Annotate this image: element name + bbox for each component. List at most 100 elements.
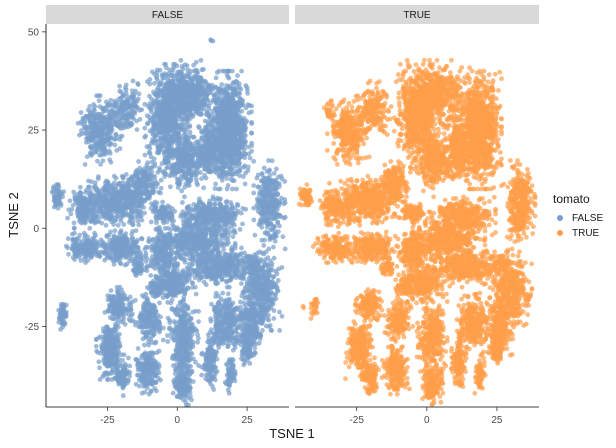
data-point — [216, 123, 222, 128]
data-point — [151, 113, 157, 118]
data-point — [148, 219, 154, 225]
data-point — [157, 115, 163, 120]
data-point — [205, 139, 211, 145]
data-point — [88, 121, 94, 127]
data-point — [125, 99, 131, 105]
data-point — [268, 182, 274, 188]
data-point — [190, 155, 195, 160]
data-point — [171, 149, 176, 154]
data-point — [104, 178, 109, 184]
data-point — [106, 241, 112, 247]
data-point — [278, 214, 284, 220]
data-point — [233, 137, 239, 142]
facet-strip-true — [295, 5, 539, 24]
data-point — [69, 231, 75, 237]
data-point — [180, 152, 186, 157]
data-point — [119, 121, 125, 127]
data-point — [128, 208, 134, 214]
data-point — [104, 141, 110, 147]
data-point — [68, 211, 74, 217]
data-point — [154, 200, 160, 206]
data-point — [223, 151, 228, 157]
data-point — [194, 67, 199, 73]
data-point — [150, 129, 155, 135]
data-point — [99, 143, 104, 149]
data-point — [276, 174, 281, 180]
data-point — [105, 253, 111, 259]
data-point — [262, 217, 267, 223]
data-point — [134, 98, 140, 104]
data-point — [164, 99, 170, 105]
data-point — [193, 140, 199, 146]
data-point — [156, 138, 162, 144]
data-point — [195, 101, 201, 107]
data-point — [241, 121, 246, 126]
data-point — [234, 164, 239, 169]
data-point — [210, 155, 216, 161]
data-point — [134, 127, 140, 132]
data-point — [196, 124, 202, 129]
data-point — [172, 61, 178, 67]
data-point — [177, 140, 183, 145]
data-point — [114, 197, 120, 203]
data-point — [217, 186, 223, 192]
data-point — [158, 177, 164, 183]
data-point — [266, 222, 271, 228]
data-point — [124, 106, 130, 111]
data-point — [266, 158, 271, 163]
data-point — [104, 234, 110, 239]
data-point — [162, 116, 168, 122]
data-point — [154, 180, 159, 186]
data-point — [143, 133, 149, 139]
data-point — [158, 185, 164, 191]
data-point — [103, 222, 109, 228]
data-point — [194, 89, 200, 94]
data-point — [113, 115, 119, 120]
data-point — [142, 197, 148, 203]
data-point — [162, 61, 167, 67]
data-point — [194, 161, 200, 166]
data-point — [212, 186, 218, 191]
data-point — [159, 110, 165, 116]
data-point — [80, 206, 86, 212]
data-point — [220, 68, 226, 74]
data-point — [267, 206, 273, 212]
data-point — [251, 205, 257, 211]
data-point — [251, 190, 257, 196]
data-point — [131, 178, 137, 184]
data-point — [178, 71, 184, 76]
data-point — [92, 180, 98, 186]
data-point — [282, 214, 288, 220]
data-point — [274, 204, 280, 210]
data-point — [270, 215, 275, 221]
data-point — [69, 246, 75, 252]
data-point — [209, 118, 214, 124]
data-point — [55, 182, 61, 188]
data-point — [263, 185, 269, 191]
data-point — [71, 225, 77, 231]
data-point — [132, 214, 138, 220]
data-point — [135, 82, 141, 88]
data-point — [70, 202, 76, 208]
data-point — [251, 217, 257, 223]
data-point — [134, 206, 140, 211]
data-point — [135, 218, 141, 224]
data-point — [90, 137, 95, 143]
data-point — [112, 209, 118, 215]
data-point — [234, 186, 239, 192]
data-point — [132, 110, 138, 116]
data-point — [162, 86, 167, 92]
data-point — [160, 199, 166, 205]
data-point — [184, 152, 190, 158]
data-point — [225, 183, 231, 188]
data-point — [117, 260, 123, 266]
data-point — [232, 104, 237, 109]
data-point — [182, 194, 187, 200]
data-point — [223, 128, 229, 134]
data-point — [272, 179, 278, 184]
data-point — [268, 234, 274, 240]
data-point — [267, 172, 273, 178]
data-point — [217, 129, 223, 134]
data-point — [172, 129, 178, 135]
data-point — [244, 85, 250, 90]
